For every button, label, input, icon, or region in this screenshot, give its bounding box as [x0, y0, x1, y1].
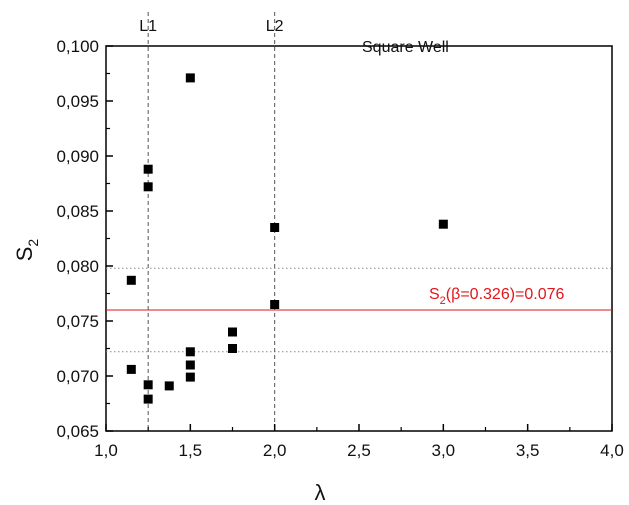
data-points: [126, 73, 448, 404]
data-point-10: [185, 372, 195, 382]
data-point-1: [126, 364, 136, 374]
data-point-6: [164, 381, 174, 391]
y-tick-label-3: 0,080: [56, 257, 99, 276]
data-point-14: [270, 300, 280, 309]
ref-label-suffix: (β=0.326)=0.076: [446, 286, 565, 303]
y-axis-title-group: S2: [12, 239, 41, 262]
data-point-7: [185, 73, 195, 83]
x-tick-label-4: 3,0: [432, 441, 456, 460]
reference-lines-horizontal: [106, 267, 612, 353]
y-tick-label-6: 0,095: [56, 92, 99, 111]
data-point-13: [270, 223, 280, 232]
data-point-0: [126, 275, 136, 285]
vertical-line-label-1: L2: [266, 18, 284, 35]
y-axis-ticks: 0,065 0,070 0,075 0,080 0,085 0,090 0,095 0,100: [56, 37, 113, 441]
x-tick-label-6: 4,0: [600, 441, 624, 460]
y-tick-label-2: 0,075: [56, 312, 99, 331]
y-axis-title-main: S: [12, 247, 37, 262]
vertical-line-label-0: L1: [139, 18, 157, 35]
x-axis-ticks: 1,0 1,5 2,0 2,5 3,0 3,5 4,0: [94, 424, 624, 460]
y-axis-title-subscript: 2: [25, 239, 41, 247]
square-well-label: Square Well: [362, 39, 449, 56]
ref-label-subscript: 2: [440, 295, 446, 307]
y-tick-label-0: 0,065: [56, 422, 99, 441]
y-tick-label-1: 0,070: [56, 367, 99, 386]
x-axis-title: λ: [315, 480, 326, 505]
x-tick-label-2: 2,0: [263, 441, 287, 460]
y-tick-label-4: 0,085: [56, 202, 99, 221]
ref-label-prefix: S: [429, 286, 440, 303]
x-tick-label-0: 1,0: [94, 441, 118, 460]
data-point-2: [143, 164, 153, 174]
x-tick-label-5: 3,5: [516, 441, 540, 460]
x-tick-label-3: 2,5: [347, 441, 371, 460]
y-tick-label-7: 0,100: [56, 37, 99, 56]
x-tick-label-1: 1,5: [179, 441, 203, 460]
data-point-15: [438, 219, 448, 229]
data-point-9: [185, 360, 195, 370]
plot-frame: [105, 45, 613, 432]
data-point-12: [228, 344, 237, 353]
data-point-5: [143, 394, 153, 404]
data-point-11: [228, 327, 237, 337]
y-axis-title: S2: [12, 239, 41, 262]
data-point-3: [143, 182, 153, 192]
data-point-8: [185, 347, 195, 357]
data-point-4: [143, 380, 153, 390]
reference-lines-vertical: L1 L2: [139, 12, 284, 431]
y-tick-label-5: 0,090: [56, 147, 99, 166]
reference-line-label: S2(β=0.326)=0.076: [429, 286, 565, 307]
